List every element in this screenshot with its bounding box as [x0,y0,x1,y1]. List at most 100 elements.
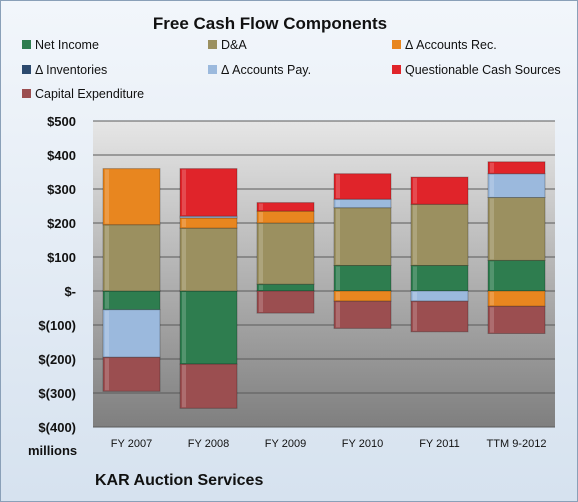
legend-item: Questionable Cash Sources [392,63,561,77]
bar-segment-highlight [182,292,186,364]
y-tick-label: $(100) [38,318,76,333]
x-tick-label: FY 2008 [188,438,229,450]
legend-label: Δ Accounts Rec. [405,38,497,52]
bar-segment [333,198,392,209]
bar-segment-highlight [259,292,263,313]
y-tick-label: $400 [47,148,76,163]
bar-segment [102,356,161,392]
legend-swatch [22,89,31,98]
x-tick-label: TTM 9-2012 [487,438,547,450]
bar-segment [333,207,392,266]
bar-segment-highlight [182,365,186,408]
bar-segment [333,300,392,329]
bar-segment [487,173,546,198]
bar-segment [179,227,238,292]
bar-segment-highlight [105,292,109,309]
legend-swatch [22,40,31,49]
bar-segment [256,202,315,212]
y-tick-label: $- [64,284,76,299]
legend-item: Δ Accounts Pay. [208,63,311,77]
bar-segment [333,173,392,200]
legend-item: Net Income [22,38,99,52]
bar-segment-highlight [105,169,109,224]
bar-segment [410,290,469,302]
bar-segment-highlight [259,203,263,211]
bar-segment-highlight [336,302,340,328]
bar-segment-highlight [336,208,340,265]
bar-segment [410,203,469,267]
bar-segment-highlight [413,292,417,301]
bar-segment [256,210,315,224]
legend-label: Δ Accounts Pay. [221,63,312,77]
bar-segment-highlight [336,174,340,199]
legend-swatch [392,40,401,49]
bar-segment [179,363,238,409]
bar-segment [179,217,238,229]
legend-item: Δ Accounts Rec. [392,38,497,52]
bar-segment-highlight [259,285,263,290]
legend-swatch [22,65,31,74]
bar-segment [102,290,161,311]
bar-segment-highlight [336,292,340,301]
bar-segment-highlight [490,198,494,260]
bar-segment [179,168,238,217]
bar-segment-highlight [413,205,417,265]
legend-item: Δ Inventories [22,63,107,77]
chart-legend: Net Income D&A Δ Accounts Rec. Δ Inventorie… [0,38,578,108]
x-tick-label: FY 2007 [111,438,152,450]
bar-segment-highlight [413,302,417,331]
bar-segment-highlight [336,266,340,290]
bar-segment [487,290,546,307]
bar-segment-highlight [182,229,186,290]
bar-segment-highlight [336,200,340,207]
bar-segment [410,265,469,292]
bar-segment-highlight [490,174,494,197]
bar-segment [487,305,546,334]
legend-label: D&A [221,38,247,52]
legend-label: Δ Inventories [35,63,108,77]
bar-segment-highlight [105,225,109,290]
y-tick-label: $(300) [38,386,76,401]
legend-item: D&A [208,38,247,52]
bar-segment [256,222,315,285]
y-units-label: millions [28,443,78,458]
bar-segment [179,290,238,365]
bar-segment [102,224,161,292]
bar-segment-highlight [490,162,494,173]
bar-segment-highlight [105,358,109,391]
x-tick-label: FY 2011 [419,438,460,450]
bar-segment-highlight [490,261,494,290]
bar-segment [410,300,469,333]
bar-segment-highlight [490,292,494,306]
bar-segment-highlight [490,307,494,333]
y-tick-label: $(400) [38,420,76,435]
bar-segment [256,283,315,292]
x-tick-label: FY 2010 [342,438,383,450]
y-tick-label: $500 [47,114,76,129]
bar-segment-highlight [105,310,109,357]
bar-segment-highlight [182,169,186,216]
bar-segment [487,161,546,175]
chart-title: Free Cash Flow Components [152,14,388,33]
plot-background [93,121,555,427]
y-tick-label: $(200) [38,352,76,367]
bar-segment [102,168,161,226]
bar-segment-highlight [259,212,263,222]
bar-segment [333,290,392,302]
legend-swatch [208,40,217,49]
bar-segment-highlight [182,218,186,228]
bar-segment [102,309,161,358]
legend-item: Capital Expenditure [22,87,144,101]
bar-segment [410,176,469,205]
y-tick-label: $200 [47,216,76,231]
bar-segment-highlight [259,224,263,284]
bar-segment [487,197,546,261]
bar-segment-highlight [413,178,417,204]
bar-segment [333,265,392,292]
legend-label: Capital Expenditure [35,87,145,101]
legend-label: Questionable Cash Sources [405,63,561,77]
x-tick-label: FY 2009 [265,438,306,450]
bar-segment-highlight [413,266,417,290]
legend-label: Net Income [35,38,99,52]
legend-swatch [392,65,401,74]
